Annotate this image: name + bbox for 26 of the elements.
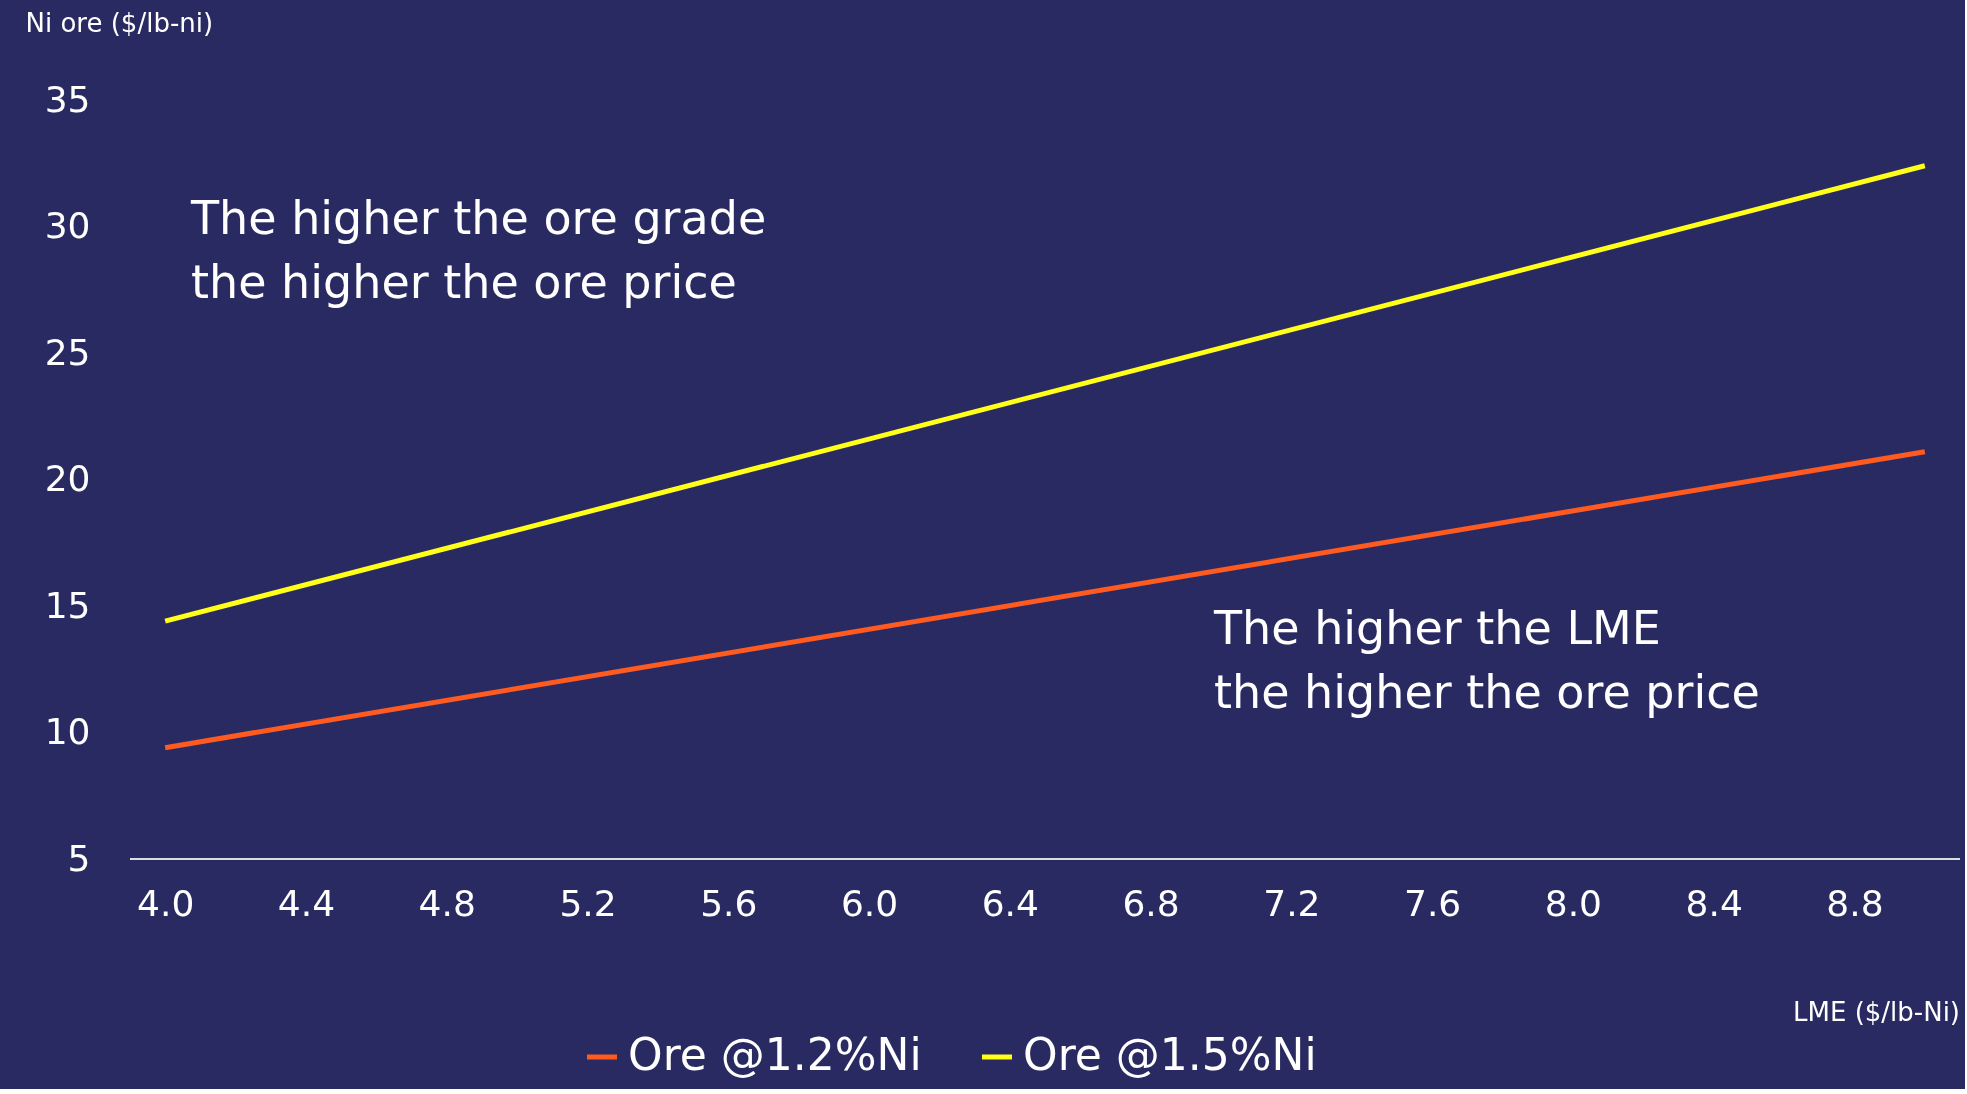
x-tick-label: 5.6 xyxy=(700,882,758,924)
annotation: The higher the LME the higher the ore price xyxy=(1213,601,1760,719)
y-axis-title: Ni ore ($/lb-ni) xyxy=(25,7,214,38)
x-axis-title: LME ($/lb-Ni) xyxy=(1793,997,1960,1027)
y-tick-label: 30 xyxy=(44,205,91,246)
y-tick-label: 10 xyxy=(44,711,91,752)
x-tick-label: 4.8 xyxy=(418,882,476,924)
x-tick-label: 8.0 xyxy=(1544,882,1603,924)
legend-label: Ore @1.2%Ni xyxy=(628,1029,922,1080)
x-tick-label: 8.4 xyxy=(1685,882,1743,924)
y-tick-label: 15 xyxy=(44,584,91,626)
legend-label: Ore @1.5%Ni xyxy=(1023,1029,1317,1080)
annotation: The higher the ore grade the higher the ore price xyxy=(190,191,767,309)
x-tick-label: 7.2 xyxy=(1263,882,1321,924)
x-tick-label: 7.6 xyxy=(1403,882,1462,924)
y-tick-label: 25 xyxy=(44,331,91,373)
x-tick-label: 5.2 xyxy=(559,882,617,924)
x-tick-label: 4.4 xyxy=(277,882,336,924)
y-tick-label: 5 xyxy=(67,837,91,879)
x-tick-label: 6.4 xyxy=(981,882,1039,924)
x-tick-label: 6.0 xyxy=(840,882,899,924)
x-tick-label: 8.8 xyxy=(1826,882,1884,924)
x-tick-label: 6.8 xyxy=(1122,882,1180,924)
y-tick-label: 20 xyxy=(44,458,91,499)
x-tick-label: 4.0 xyxy=(137,882,195,924)
y-tick-label: 35 xyxy=(44,78,91,120)
